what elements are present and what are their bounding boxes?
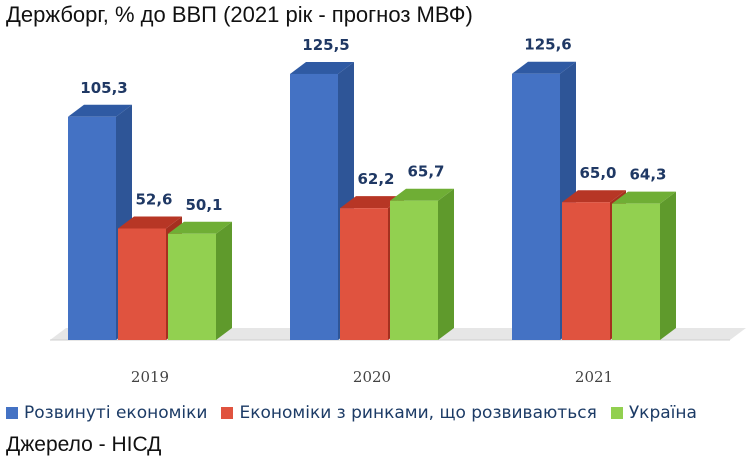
bar-top-ukraine-2020 xyxy=(390,188,454,201)
bar-top-developed-2019 xyxy=(68,104,132,117)
bar-top-emerging-2019 xyxy=(118,216,182,229)
bar-side-ukraine-2021 xyxy=(660,191,676,340)
bar-side-ukraine-2019 xyxy=(216,221,232,340)
bar-top-ukraine-2019 xyxy=(168,221,232,234)
legend-item-ukraine: Україна xyxy=(610,403,697,423)
bar-developed-2020 xyxy=(290,73,338,340)
data-label-ukraine-2019: 50,1 xyxy=(185,196,222,214)
bar-developed-2019 xyxy=(68,116,116,340)
legend-label-developed: Розвинуті економіки xyxy=(24,403,208,423)
bar-ukraine-2020 xyxy=(390,200,438,340)
chart-legend: Розвинуті економіки Економіки з ринками,… xyxy=(6,403,697,423)
data-label-developed-2020: 125,5 xyxy=(302,36,349,54)
legend-label-emerging: Економіки з ринками, що розвиваються xyxy=(239,403,597,423)
data-label-ukraine-2020: 65,7 xyxy=(407,163,444,181)
legend-item-emerging: Економіки з ринками, що розвиваються xyxy=(221,403,597,423)
legend-item-developed: Розвинуті економіки xyxy=(6,403,207,423)
x-tick-2021: 2021 xyxy=(575,368,613,386)
bar-emerging-2020 xyxy=(340,208,388,340)
data-label-developed-2021: 125,6 xyxy=(524,36,571,54)
data-label-emerging-2021: 65,0 xyxy=(579,164,616,182)
legend-swatch-ukraine xyxy=(610,407,623,419)
bar-emerging-2021 xyxy=(562,202,610,340)
x-tick-2020: 2020 xyxy=(353,368,391,386)
legend-label-ukraine: Україна xyxy=(628,403,697,423)
bar-developed-2021 xyxy=(512,73,560,340)
data-label-emerging-2019: 52,6 xyxy=(135,190,172,208)
chart-title: Держборг, % до ВВП (2021 рік - прогноз М… xyxy=(6,2,473,27)
bar-side-ukraine-2020 xyxy=(438,188,454,340)
data-label-ukraine-2021: 64,3 xyxy=(629,166,666,184)
bar-top-developed-2021 xyxy=(512,61,576,74)
bar-ukraine-2021 xyxy=(612,203,660,340)
bar-top-ukraine-2021 xyxy=(612,191,676,204)
legend-swatch-emerging xyxy=(221,407,234,419)
bar-top-emerging-2020 xyxy=(340,196,404,209)
x-tick-2019: 2019 xyxy=(131,368,169,386)
bar-emerging-2019 xyxy=(118,228,166,340)
data-label-developed-2019: 105,3 xyxy=(80,79,127,97)
bar-ukraine-2019 xyxy=(168,233,216,340)
bar-top-emerging-2021 xyxy=(562,190,626,203)
chart-plot: 105,3 52,6 50,1 2019 125,5 62,2 65,7 2020 125,6 6… xyxy=(50,36,746,386)
legend-swatch-developed xyxy=(6,407,18,419)
source-note: Джерело - НІСД xyxy=(6,433,162,456)
data-label-emerging-2020: 62,2 xyxy=(357,170,394,188)
bar-top-developed-2020 xyxy=(290,61,354,74)
